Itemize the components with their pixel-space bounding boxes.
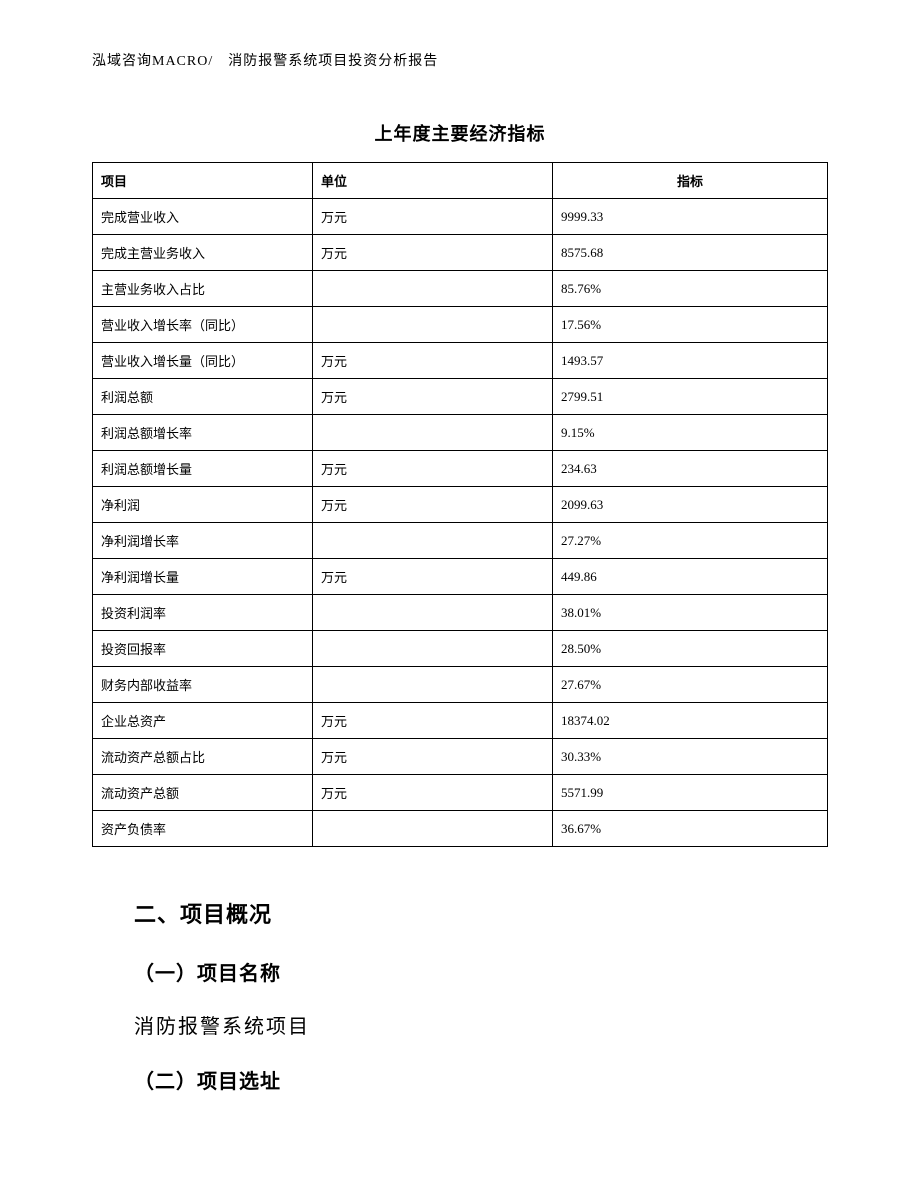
cell-unit: 万元: [313, 235, 553, 271]
cell-value: 85.76%: [553, 271, 828, 307]
subsection-1-heading: （一）项目名称: [134, 957, 828, 986]
col-header-item: 项目: [93, 163, 313, 199]
cell-item: 财务内部收益率: [93, 667, 313, 703]
cell-unit: [313, 811, 553, 847]
cell-item: 利润总额增长量: [93, 451, 313, 487]
table-row: 利润总额 万元 2799.51: [93, 379, 828, 415]
table-row: 净利润增长率 27.27%: [93, 523, 828, 559]
table-row: 营业收入增长量（同比） 万元 1493.57: [93, 343, 828, 379]
cell-value: 234.63: [553, 451, 828, 487]
cell-item: 利润总额增长率: [93, 415, 313, 451]
cell-value: 27.27%: [553, 523, 828, 559]
cell-value: 5571.99: [553, 775, 828, 811]
cell-value: 38.01%: [553, 595, 828, 631]
cell-value: 28.50%: [553, 631, 828, 667]
cell-unit: 万元: [313, 487, 553, 523]
cell-item: 营业收入增长量（同比）: [93, 343, 313, 379]
cell-value: 30.33%: [553, 739, 828, 775]
cell-unit: [313, 595, 553, 631]
table-row: 利润总额增长率 9.15%: [93, 415, 828, 451]
cell-unit: [313, 307, 553, 343]
table-row: 主营业务收入占比 85.76%: [93, 271, 828, 307]
cell-item: 投资回报率: [93, 631, 313, 667]
cell-unit: 万元: [313, 703, 553, 739]
cell-unit: 万元: [313, 343, 553, 379]
cell-item: 流动资产总额: [93, 775, 313, 811]
cell-value: 36.67%: [553, 811, 828, 847]
table-row: 投资利润率 38.01%: [93, 595, 828, 631]
col-header-value: 指标: [553, 163, 828, 199]
table-row: 利润总额增长量 万元 234.63: [93, 451, 828, 487]
cell-unit: 万元: [313, 199, 553, 235]
cell-value: 8575.68: [553, 235, 828, 271]
economic-indicators-table: 项目 单位 指标 完成营业收入 万元 9999.33 完成主营业务收入 万元 8…: [92, 162, 828, 847]
cell-item: 流动资产总额占比: [93, 739, 313, 775]
cell-item: 利润总额: [93, 379, 313, 415]
cell-item: 投资利润率: [93, 595, 313, 631]
table-row: 完成营业收入 万元 9999.33: [93, 199, 828, 235]
table-header-row: 项目 单位 指标: [93, 163, 828, 199]
cell-unit: [313, 667, 553, 703]
cell-value: 2099.63: [553, 487, 828, 523]
cell-value: 1493.57: [553, 343, 828, 379]
cell-item: 主营业务收入占比: [93, 271, 313, 307]
subsection-1-body: 消防报警系统项目: [134, 1010, 828, 1039]
cell-value: 17.56%: [553, 307, 828, 343]
table-row: 流动资产总额 万元 5571.99: [93, 775, 828, 811]
col-header-unit: 单位: [313, 163, 553, 199]
cell-value: 9.15%: [553, 415, 828, 451]
table-row: 资产负债率 36.67%: [93, 811, 828, 847]
table-row: 财务内部收益率 27.67%: [93, 667, 828, 703]
table-row: 流动资产总额占比 万元 30.33%: [93, 739, 828, 775]
cell-unit: 万元: [313, 379, 553, 415]
cell-item: 企业总资产: [93, 703, 313, 739]
cell-item: 资产负债率: [93, 811, 313, 847]
cell-item: 完成主营业务收入: [93, 235, 313, 271]
cell-unit: [313, 271, 553, 307]
cell-unit: 万元: [313, 775, 553, 811]
cell-unit: 万元: [313, 559, 553, 595]
cell-unit: [313, 631, 553, 667]
cell-item: 净利润增长量: [93, 559, 313, 595]
cell-item: 完成营业收入: [93, 199, 313, 235]
table-row: 营业收入增长率（同比） 17.56%: [93, 307, 828, 343]
table-title: 上年度主要经济指标: [92, 120, 828, 146]
cell-unit: 万元: [313, 739, 553, 775]
subsection-2-heading: （二）项目选址: [134, 1065, 828, 1094]
table-row: 企业总资产 万元 18374.02: [93, 703, 828, 739]
cell-item: 净利润: [93, 487, 313, 523]
cell-value: 18374.02: [553, 703, 828, 739]
cell-unit: [313, 523, 553, 559]
cell-value: 9999.33: [553, 199, 828, 235]
table-row: 投资回报率 28.50%: [93, 631, 828, 667]
cell-value: 449.86: [553, 559, 828, 595]
cell-value: 27.67%: [553, 667, 828, 703]
cell-item: 营业收入增长率（同比）: [93, 307, 313, 343]
page-header: 泓域咨询MACRO/ 消防报警系统项目投资分析报告: [92, 50, 828, 70]
table-row: 完成主营业务收入 万元 8575.68: [93, 235, 828, 271]
cell-unit: 万元: [313, 451, 553, 487]
cell-value: 2799.51: [553, 379, 828, 415]
cell-item: 净利润增长率: [93, 523, 313, 559]
table-row: 净利润增长量 万元 449.86: [93, 559, 828, 595]
section-2-heading: 二、项目概况: [134, 897, 828, 929]
table-row: 净利润 万元 2099.63: [93, 487, 828, 523]
cell-unit: [313, 415, 553, 451]
